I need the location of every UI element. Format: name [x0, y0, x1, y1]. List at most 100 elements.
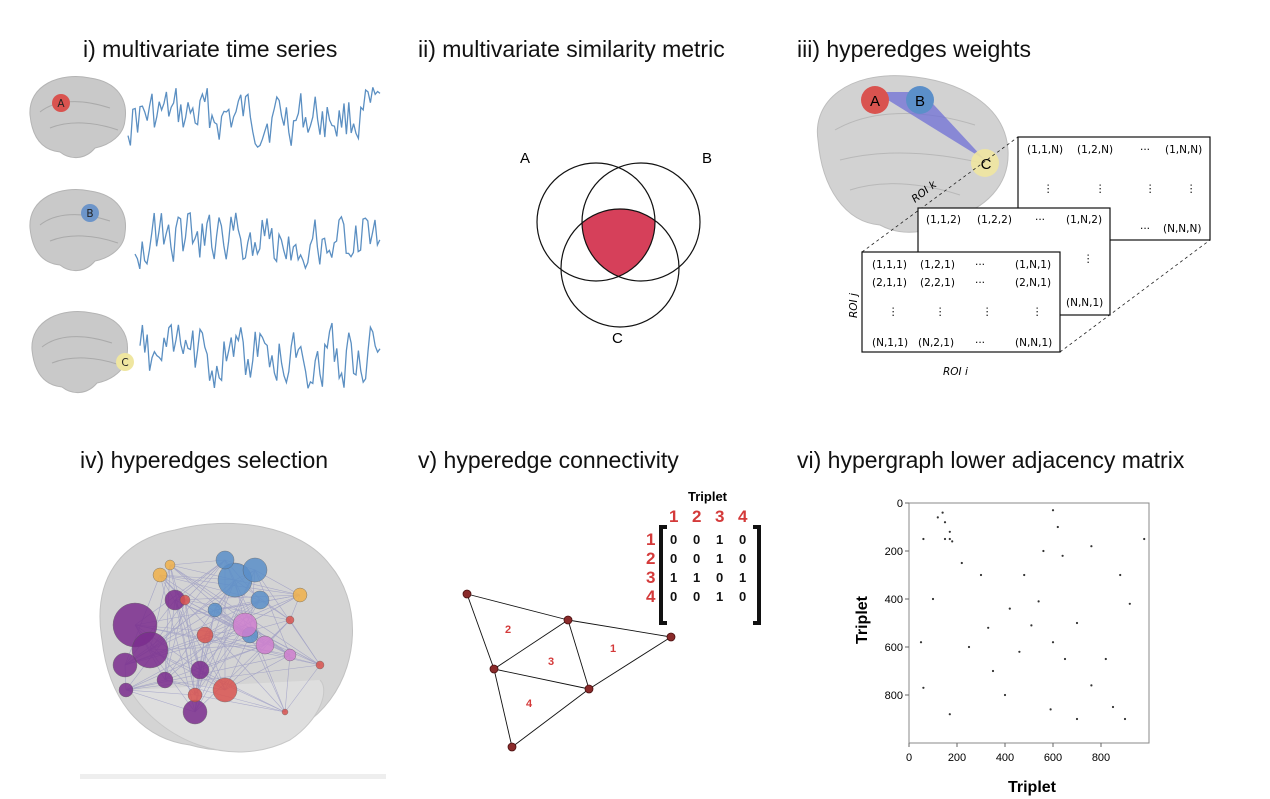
x-tick-label: 200 — [948, 752, 966, 764]
venn-set-a — [536, 162, 656, 282]
front-cell-8: (N,2,1) — [918, 337, 954, 349]
adjacency-point — [919, 641, 923, 644]
panel-title-adjacency-matrix: vi) hypergraph lower adjacency matrix — [797, 447, 1185, 473]
adjacency-plot-area — [908, 502, 1150, 744]
adjacency-point — [1008, 607, 1011, 610]
matrix-title-triplet: Triplet — [688, 489, 728, 504]
front-cell-dots-1: ··· — [975, 259, 985, 271]
matrix-cell: 0 — [693, 589, 700, 604]
front-cell-1: (1,1,1) — [872, 259, 907, 271]
adjacency-point — [922, 537, 925, 541]
panel-hyperedge-connectivity: 1 2 3 4 Triplet 1 2 3 4 1 2 3 4 0 0 1 00 0 1 0… — [462, 489, 761, 752]
mid-cell-last: (N,N,1) — [1066, 297, 1103, 309]
adjacency-point — [1003, 693, 1007, 697]
matrix-cell: 0 — [693, 532, 700, 547]
hyperedge-node — [179, 594, 191, 606]
col-header-1: 1 — [669, 507, 678, 526]
matrix-cell: 0 — [739, 532, 746, 547]
front-cell-4: (2,1,1) — [872, 277, 907, 289]
hyperedge-node — [285, 615, 295, 625]
adjacency-point — [1104, 657, 1107, 661]
region-b-node — [906, 86, 934, 114]
venn-set-c — [560, 208, 680, 328]
panel-title-hyperedge-connectivity: v) hyperedge connectivity — [418, 447, 679, 473]
adjacency-point — [941, 511, 944, 514]
adjacency-point — [991, 669, 995, 673]
hyperedge-node — [207, 602, 223, 618]
x-tick-label: 0 — [906, 752, 912, 764]
matrix-cell: 0 — [739, 551, 746, 566]
adjacency-point — [1051, 509, 1055, 512]
matrix-bracket-left — [659, 525, 667, 625]
hyperedge-node — [196, 626, 214, 644]
back-vdots-1: ⋮ — [1043, 183, 1054, 195]
back-vdots-3: ⋮ — [1145, 183, 1156, 195]
x-tick-label: 600 — [1044, 752, 1062, 764]
matrix-cell: 0 — [670, 532, 677, 547]
back-cell-dots: ··· — [1140, 144, 1150, 156]
y-tick-label: 200 — [885, 546, 903, 558]
matrix-cell: 1 — [670, 570, 677, 585]
matrix-cell: 0 — [670, 589, 677, 604]
panel-title-time-series: i) multivariate time series — [83, 36, 338, 62]
region-b-node-label: B — [915, 93, 925, 110]
x-axis-label: Triplet — [1008, 779, 1057, 796]
adjacency-point — [922, 686, 925, 689]
triangulation — [466, 593, 672, 748]
back-cell-last: (N,N,N) — [1163, 223, 1201, 235]
brain-c: C — [31, 311, 134, 393]
mid-cell-2: (1,2,2) — [977, 214, 1012, 226]
hyperedge-node — [215, 550, 235, 570]
hyperedge-triangle — [875, 92, 985, 160]
region-a-node — [861, 86, 889, 114]
adjacency-point — [1090, 684, 1093, 687]
adjacency-point — [1090, 545, 1093, 548]
adjacency-point — [943, 521, 947, 524]
venn-set-b — [581, 162, 701, 282]
hyperedge-node — [164, 559, 176, 571]
mid-vdots: ⋮ — [1083, 253, 1094, 265]
adjacency-point — [948, 530, 951, 533]
adjacency-point — [1075, 621, 1079, 625]
front-cell-5: (2,2,1) — [920, 277, 955, 289]
region-b-label: B — [86, 208, 93, 220]
matrix-cell: 1 — [716, 589, 723, 604]
axis-roi-j: ROI j — [848, 293, 860, 318]
back-cell-3: (1,N,N) — [1165, 144, 1202, 156]
region-c-node-label: C — [981, 156, 992, 173]
adjacency-point — [1023, 573, 1026, 577]
matrix-col-headers: 1 2 3 4 — [669, 507, 748, 526]
triangle-label-2: 2 — [505, 624, 511, 636]
venn-intersection — [582, 209, 655, 281]
adjacency-point — [1061, 554, 1064, 557]
panel-adjacency-matrix: 0 200 400 600 800 0 200 400 600 800 Triplet Tripl… — [854, 498, 1150, 796]
adjacency-point — [979, 573, 983, 577]
time-series-c — [139, 322, 381, 389]
y-tick-label: 400 — [885, 594, 903, 606]
hyperedge-node — [131, 631, 169, 669]
front-vdots-4: ⋮ — [1032, 306, 1043, 318]
adjacency-point — [1030, 624, 1033, 627]
panel-hyperedges-selection — [80, 522, 386, 779]
hyperedge-nodes — [112, 550, 325, 725]
col-header-2: 2 — [692, 507, 701, 526]
adjacency-point — [936, 516, 939, 519]
adjacency-point — [1042, 549, 1045, 553]
hyperedge-node — [232, 612, 258, 638]
front-vdots-1: ⋮ — [888, 306, 899, 318]
adjacency-point — [951, 540, 954, 543]
mid-cell-dots: ··· — [1035, 214, 1045, 226]
adjacency-ticks: 0 200 400 600 800 0 200 400 600 800 — [885, 498, 1111, 764]
hyperedge-node — [190, 660, 210, 680]
hyperedge-node — [156, 671, 174, 689]
back-cell-2: (1,2,N) — [1077, 144, 1113, 156]
axis-roi-i: ROI i — [943, 366, 968, 378]
adjacency-point — [1018, 650, 1021, 653]
matrix-cell: 1 — [716, 551, 723, 566]
brain-a: A — [29, 76, 127, 158]
matrix-front: (1,1,1) (1,2,1) ··· (1,N,1) (2,1,1) (2,2… — [861, 251, 1061, 353]
region-c-node — [971, 149, 999, 177]
region-a-label: A — [57, 98, 65, 110]
hyperedge-node — [187, 687, 203, 703]
mid-cell-3: (1,N,2) — [1066, 214, 1102, 226]
